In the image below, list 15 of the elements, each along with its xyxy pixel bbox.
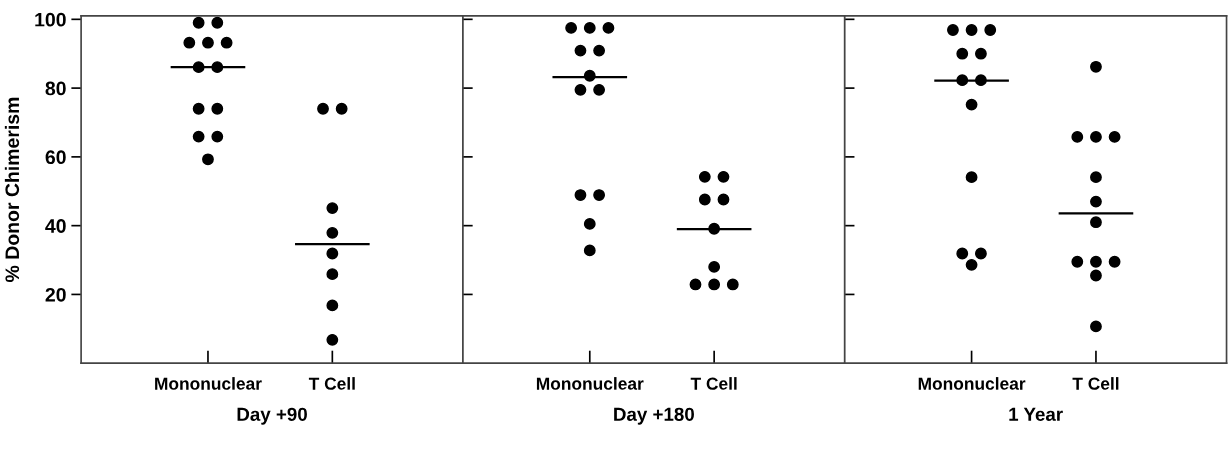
y-tick-label: 60 (45, 150, 66, 165)
x-axis-title: Day +90 (237, 407, 307, 425)
x-tick-label: Mononuclear (155, 377, 262, 390)
x-axis-title: 1 Year (1009, 407, 1063, 421)
y-tick-label: 20 (45, 287, 66, 302)
x-tick-label: T Cell (308, 377, 355, 390)
x-tick-label: Mononuclear (918, 377, 1026, 390)
x-axis-title: Day +180 (614, 407, 694, 425)
y-axis-title: % Donor Chimerism (4, 97, 20, 282)
x-tick-label: Mononuclear (536, 377, 644, 390)
x-tick-label: T Cell (690, 377, 737, 390)
y-tick-label: 100 (35, 12, 66, 27)
y-tick-label: 40 (45, 219, 66, 233)
x-tick-label: T Cell (1072, 377, 1119, 390)
y-tick-label: 80 (45, 81, 66, 96)
